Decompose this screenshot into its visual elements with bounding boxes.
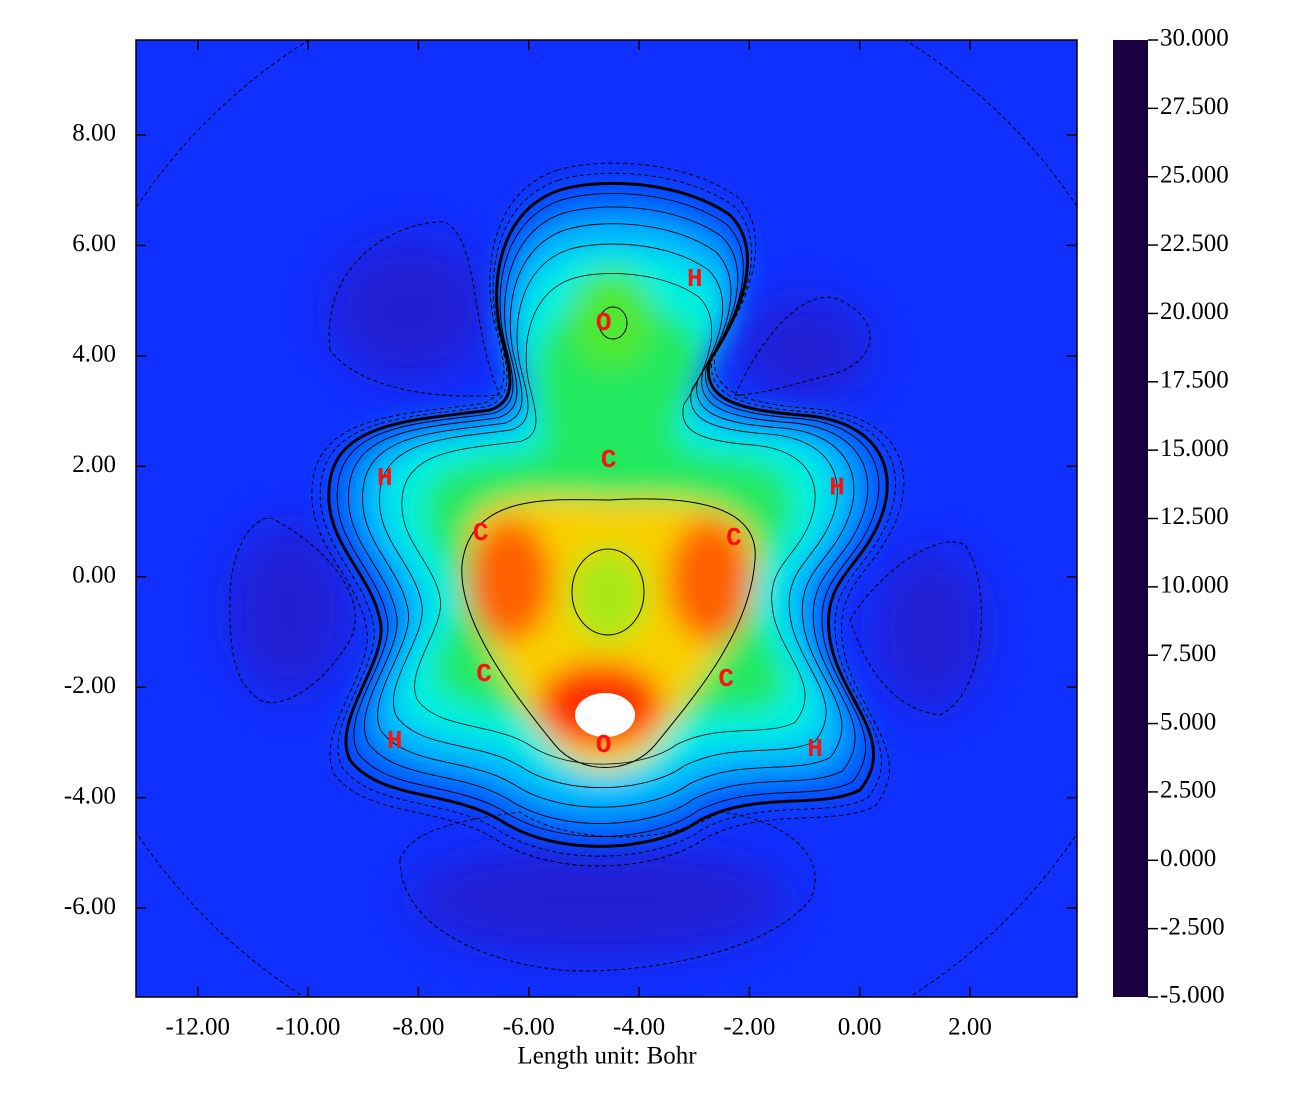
field [136,40,1077,997]
atom-label: H [829,473,845,503]
y-tick-label: 4.00 [72,341,116,368]
colorbar-tick-label: 7.500 [1160,640,1216,667]
atom-label: H [377,463,393,493]
y-tick-label: 2.00 [72,451,116,478]
y-tick-label: -4.00 [64,782,116,809]
x-tick-label: 2.00 [948,1014,992,1041]
colorbar-tick-label: 10.000 [1160,572,1229,599]
plot-frame [135,39,1078,998]
atom-label: O [596,308,612,338]
colorbar-tick-label: 5.000 [1160,708,1216,735]
atom-label: H [387,726,403,756]
colorbar-tick-label: 20.000 [1160,298,1229,325]
atom-label: C [726,523,742,553]
y-tick-label: -2.00 [64,672,116,699]
colorbar-tick-label: 2.500 [1160,777,1216,804]
colorbar-tick-label: -2.500 [1160,913,1225,940]
x-tick-label: -6.00 [503,1014,555,1041]
x-tick-label: -10.00 [276,1014,341,1041]
atom-label: C [601,445,617,475]
atom-label: C [476,659,492,689]
y-tick-label: 6.00 [72,230,116,257]
x-tick-label: -12.00 [165,1014,230,1041]
x-axis-label: Length unit: Bohr [517,1043,697,1070]
colorbar-tick-label: 12.500 [1160,503,1229,530]
y-tick-label: 8.00 [72,120,116,147]
atom-label: O [596,730,612,760]
atom-label: H [687,264,703,294]
colorbar-tick-label: 17.500 [1160,367,1229,394]
x-tick-label: 0.00 [838,1014,882,1041]
atom-label: H [807,734,823,764]
colorbar-tick-label: 30.000 [1160,25,1229,52]
atom-label: C [473,518,489,548]
x-tick-label: -8.00 [392,1014,444,1041]
colorbar-tick-label: 0.000 [1160,845,1216,872]
colorbar-tick-label: 22.500 [1160,230,1229,257]
colorbar-tick-label: 27.500 [1160,93,1229,120]
colorbar-tick-label: 25.000 [1160,161,1229,188]
y-tick-label: -6.00 [64,893,116,920]
atom-label: C [718,664,734,694]
y-tick-label: 0.00 [72,561,116,588]
colorbar-tick-label: -5.000 [1160,982,1225,1009]
colorbar-tick-label: 15.000 [1160,435,1229,462]
colorbar [1113,40,1148,997]
x-tick-label: -4.00 [613,1014,665,1041]
x-tick-label: -2.00 [723,1014,775,1041]
